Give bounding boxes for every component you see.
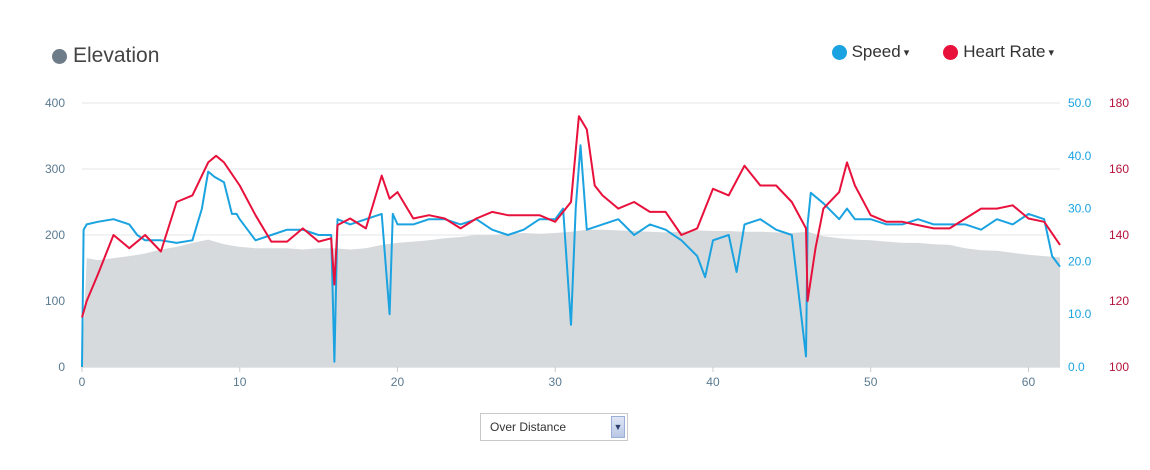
elevation-area (82, 229, 1060, 367)
x-tick-label: 60 (1022, 375, 1036, 389)
x-mode-select-value: Over Distance (490, 420, 567, 434)
x-tick-label: 10 (233, 375, 247, 389)
legend-right: Speed ▾ Heart Rate ▾ (798, 42, 1054, 62)
speed-tick-label: 40.0 (1068, 149, 1092, 163)
elevation-tick-label: 400 (45, 96, 65, 110)
heart-rate-tick-label: 180 (1109, 96, 1129, 110)
elevation-tick-label: 200 (45, 228, 65, 242)
speed-dot-icon (831, 44, 847, 60)
speed-line (81, 144, 1061, 368)
x-tick-label: 50 (864, 375, 878, 389)
speed-tick-label: 50.0 (1068, 96, 1092, 110)
x-tick-label: 20 (391, 375, 405, 389)
caret-down-icon[interactable]: ▾ (903, 46, 910, 59)
speed-tick-label: 30.0 (1068, 202, 1092, 216)
legend-speed-label: Speed (851, 42, 901, 61)
elevation-tick-label: 300 (45, 162, 65, 176)
elevation-dot-icon (52, 48, 67, 64)
heart-rate-dot-icon (943, 44, 959, 60)
legend-heart-rate-label: Heart Rate (963, 42, 1046, 61)
heart-rate-tick-label: 100 (1109, 360, 1129, 374)
x-mode-select[interactable]: Over Distance ▼ (480, 413, 628, 441)
heart-rate-tick-label: 120 (1109, 294, 1129, 308)
elevation-tick-label: 100 (45, 294, 65, 308)
x-tick-label: 40 (706, 375, 720, 389)
speed-tick-label: 0.0 (1068, 360, 1085, 374)
legend-elevation-label: Elevation (73, 44, 160, 67)
legend-elevation[interactable]: Elevation (52, 44, 159, 68)
elevation-tick-label: 0 (58, 360, 65, 374)
speed-tick-label: 10.0 (1068, 307, 1092, 321)
x-tick-label: 30 (549, 375, 563, 389)
chevron-down-icon[interactable]: ▼ (611, 416, 625, 438)
caret-down-icon[interactable]: ▾ (1048, 46, 1054, 59)
speed-tick-label: 20.0 (1068, 254, 1092, 268)
x-tick-label: 0 (79, 375, 86, 389)
heart-rate-line (81, 115, 1061, 318)
heart-rate-tick-label: 140 (1109, 228, 1129, 242)
legend-speed[interactable]: Speed ▾ (831, 42, 910, 62)
chart-plot: 0 10 20 30 40 50 60 0 100 200 300 400 0.0 10.0 20.0 30.… (45, 96, 1129, 389)
legend-heart-rate[interactable]: Heart Rate ▾ (943, 42, 1054, 62)
heart-rate-tick-label: 160 (1109, 162, 1129, 176)
